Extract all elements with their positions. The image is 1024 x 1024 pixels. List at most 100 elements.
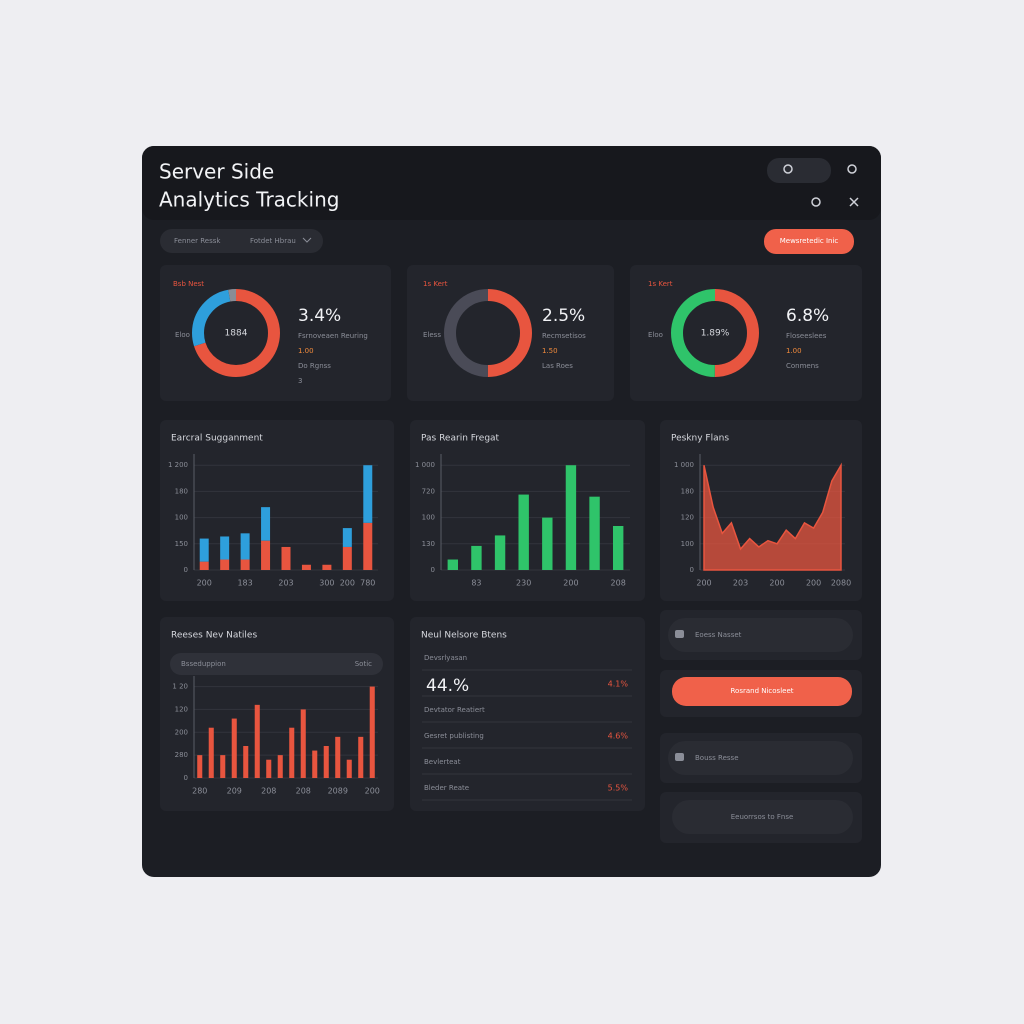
x-tick-label: 2080 — [831, 579, 851, 588]
donut-segment — [192, 289, 280, 377]
bar — [240, 559, 250, 570]
side-label: Eloo — [175, 331, 190, 339]
bar — [494, 535, 506, 570]
y-tick-label: 0 — [431, 566, 435, 574]
bar — [518, 494, 529, 570]
card-label: 1s Kert — [648, 280, 673, 288]
card-label: Bsb Nest — [173, 280, 204, 288]
side-label: Eloo — [648, 331, 663, 339]
y-tick-label: 100 — [681, 540, 694, 548]
y-tick-label: 120 — [681, 514, 694, 522]
bar — [301, 564, 311, 570]
bar — [243, 746, 249, 778]
bar — [363, 465, 373, 523]
list-item[interactable] — [672, 800, 853, 834]
dropdown-label: Bsseduppion — [181, 660, 226, 668]
bar — [342, 546, 352, 570]
y-tick-label: 0 — [690, 566, 694, 574]
donut-center: 1884 — [225, 329, 248, 339]
card — [160, 420, 394, 601]
action-button[interactable] — [672, 677, 852, 706]
search-icon[interactable] — [847, 164, 857, 174]
stat-label: Devtator Reatiert — [424, 706, 485, 714]
y-tick-label: 200 — [175, 728, 188, 736]
filter: Fenner Ressk — [174, 237, 221, 245]
bar — [612, 526, 624, 570]
card-title: Reeses Nev Natiles — [171, 631, 257, 641]
filter-pill[interactable] — [160, 229, 323, 253]
stat-label: Gesret publisting — [424, 732, 484, 740]
bar — [542, 517, 553, 570]
kpi-value: 2.5% — [542, 306, 585, 326]
filter: Fotdet Hbrau — [250, 237, 296, 245]
x-tick-label: 300 — [319, 579, 334, 588]
area — [703, 462, 842, 571]
bar — [199, 561, 209, 570]
card-label: 1s Kert — [423, 280, 448, 288]
x-tick-label: 200 — [563, 579, 578, 588]
list-item[interactable] — [668, 618, 853, 652]
y-tick-label: 0 — [184, 566, 188, 574]
x-tick-label: 200 — [340, 579, 355, 588]
item-label: Eoess Nasset — [695, 631, 742, 639]
bar — [197, 755, 203, 778]
primary-button[interactable] — [764, 229, 854, 254]
bar — [240, 533, 250, 560]
stat-label: Devsrlyasan — [424, 654, 467, 662]
kpi-line: Conmens — [786, 362, 819, 370]
close-icon[interactable] — [849, 197, 859, 207]
search-icon — [783, 164, 793, 174]
card-title: Peskny Flans — [671, 434, 729, 444]
donut-center: 1.89% — [701, 329, 730, 339]
card-title: Earcral Sugganment — [171, 434, 263, 444]
bar — [312, 750, 318, 778]
x-tick-label: 280 — [192, 787, 207, 796]
card-title: Pas Rearin Fregat — [421, 434, 500, 444]
y-tick-label: 280 — [175, 751, 188, 759]
bar — [231, 718, 237, 778]
card — [407, 265, 614, 401]
x-tick-label: 200 — [769, 579, 784, 588]
x-tick-label: 230 — [516, 579, 531, 588]
kpi-value: 3.4% — [298, 306, 341, 326]
x-tick-label: 183 — [237, 579, 252, 588]
dropdown-value: Sotic — [355, 660, 372, 668]
x-tick-label: 2089 — [328, 787, 348, 796]
bar — [471, 545, 482, 570]
dropdown[interactable] — [170, 653, 383, 675]
bar — [220, 536, 230, 560]
bar — [300, 709, 306, 778]
donut-segment — [444, 289, 532, 377]
bar — [358, 736, 364, 778]
search-pill[interactable] — [767, 158, 831, 183]
title-line: Analytics Tracking — [159, 188, 339, 212]
bar — [266, 759, 272, 778]
kpi-line: 1.00 — [298, 347, 314, 355]
y-tick-label: 1 000 — [674, 461, 694, 469]
item-label: Eeuorrsos to Fnse — [731, 813, 794, 821]
x-tick-label: 208 — [611, 579, 626, 588]
header-bar — [142, 146, 881, 220]
kpi-line: Do Rgnss — [298, 362, 331, 370]
button-label: Mewsretedic Inic — [780, 237, 839, 245]
item-label: Bouss Resse — [695, 754, 739, 762]
bar — [254, 704, 260, 778]
y-tick-label: 0 — [184, 774, 188, 782]
bar — [447, 559, 459, 570]
chevron — [302, 237, 312, 243]
kpi-line: Recmsetisos — [542, 332, 586, 340]
bar — [261, 540, 271, 570]
kpi-line: Floseeslees — [786, 332, 827, 340]
x-tick-label: 200 — [197, 579, 212, 588]
icon — [675, 753, 684, 761]
y-tick-label: 1 20 — [172, 683, 188, 691]
kpi-line: 1.50 — [542, 347, 558, 355]
side-label: Eless — [423, 331, 441, 339]
list-item[interactable] — [668, 741, 853, 775]
search-icon[interactable] — [811, 197, 821, 207]
bar — [220, 559, 230, 570]
kpi-line: Fsrnoveaen Reuring — [298, 332, 368, 340]
y-tick-label: 1 000 — [415, 461, 435, 469]
